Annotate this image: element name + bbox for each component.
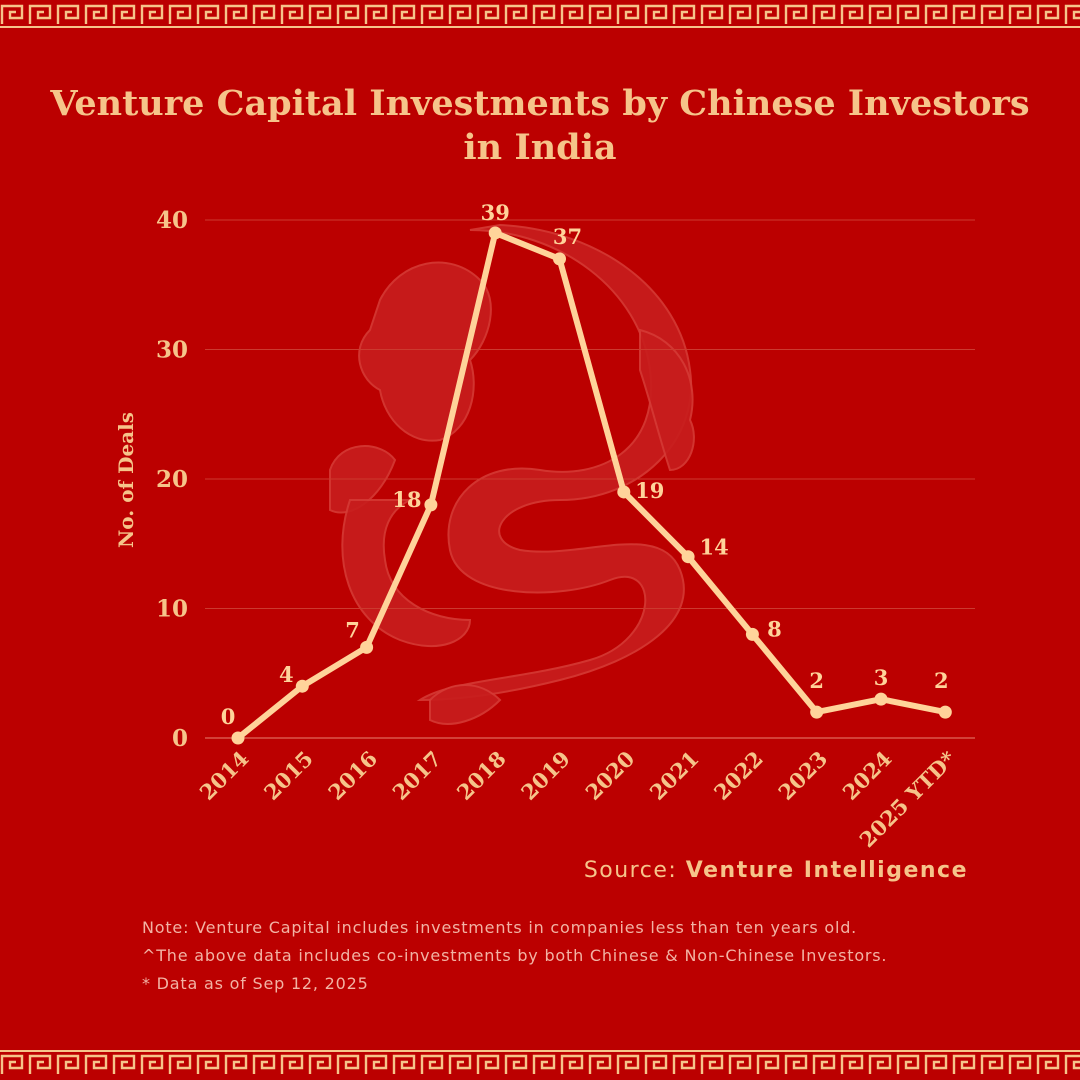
footnotes: Note: Venture Capital includes investmen… xyxy=(142,914,1050,998)
x-tick-label: 2022 xyxy=(709,746,768,805)
x-tick-label: 2014 xyxy=(195,746,254,805)
data-label: 18 xyxy=(392,487,421,512)
chart-title: Venture Capital Investments by Chinese I… xyxy=(50,83,1030,168)
data-points xyxy=(231,226,952,745)
data-point xyxy=(617,485,631,499)
data-point xyxy=(488,226,502,240)
data-point xyxy=(745,627,759,641)
source-credit: Source: Venture Intelligence xyxy=(584,858,968,883)
data-label: 4 xyxy=(279,662,294,687)
dragon-watermark xyxy=(329,223,695,725)
data-point xyxy=(874,692,888,706)
y-tick-label: 0 xyxy=(172,725,188,752)
bottom-border-pattern xyxy=(0,1050,1080,1078)
x-tick-label: 2023 xyxy=(773,746,832,805)
gridlines xyxy=(205,219,975,739)
y-tick-label: 10 xyxy=(156,596,188,623)
data-point xyxy=(295,679,309,693)
x-tick-label: 2017 xyxy=(387,746,446,805)
data-point xyxy=(938,705,952,719)
data-label: 39 xyxy=(481,200,510,225)
x-tick-label: 2015 xyxy=(259,746,318,805)
y-tick-label: 20 xyxy=(156,466,188,493)
data-point xyxy=(553,252,566,266)
data-point xyxy=(681,550,695,564)
data-point xyxy=(360,640,374,654)
footnote-vc-definition: Note: Venture Capital includes investmen… xyxy=(142,918,858,937)
data-label: 19 xyxy=(635,478,664,503)
y-tick-label: 30 xyxy=(156,337,188,364)
data-label: 14 xyxy=(699,535,728,560)
top-border-pattern xyxy=(0,0,1080,28)
x-tick-label: 2018 xyxy=(452,746,511,805)
source-name: Venture Intelligence xyxy=(685,858,968,883)
data-label: 3 xyxy=(874,665,889,690)
y-axis-label: No. of Deals xyxy=(114,412,138,548)
data-label: 2 xyxy=(809,668,824,693)
source-prefix: Source: xyxy=(583,858,686,883)
data-label: 8 xyxy=(767,616,782,641)
x-tick-label: 2021 xyxy=(645,746,704,805)
x-tick-label: 2024 xyxy=(838,746,897,805)
data-label: 0 xyxy=(221,704,236,729)
x-tick-label: 2016 xyxy=(323,746,382,805)
data-labels: 0 4 7 18 39 37 19 14 8 2 3 2 xyxy=(221,200,949,729)
data-label: 7 xyxy=(345,617,360,642)
data-point xyxy=(424,498,438,512)
data-point xyxy=(231,731,245,745)
x-tick-label: 2020 xyxy=(580,746,639,805)
series-line xyxy=(235,229,949,741)
y-tick-label: 40 xyxy=(156,207,188,234)
footnote-coinvestments: ^The above data includes co-investments … xyxy=(142,946,888,965)
x-tick-labels: 2014 2015 2016 2017 2018 2019 2020 2021 2022 2023… xyxy=(195,746,961,852)
data-label: 2 xyxy=(934,668,949,693)
data-label: 37 xyxy=(553,224,582,249)
x-tick-label: 2019 xyxy=(516,746,575,805)
data-point xyxy=(810,705,824,719)
y-tick-labels: 0 10 20 30 40 xyxy=(156,207,188,752)
footnote-data-date: * Data as of Sep 12, 2025 xyxy=(142,974,369,993)
